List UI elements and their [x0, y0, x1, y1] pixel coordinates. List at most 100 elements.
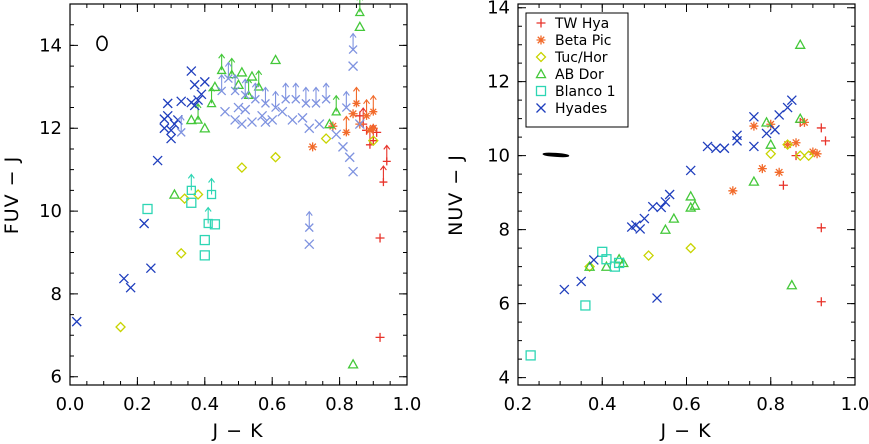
fuv-upper-limit-arrow: [177, 115, 185, 133]
nuv-data-point: [808, 147, 818, 157]
fuv-data-point: [189, 79, 200, 90]
fuv-data-point: [304, 239, 315, 250]
nuv-data-point: [664, 189, 675, 200]
nuv-data-point: [685, 190, 697, 201]
nuv-y-tick-label: 14: [487, 0, 510, 19]
fuv-data-point: [365, 125, 375, 135]
fuv-data-point: [145, 263, 156, 274]
fuv-data-point: [240, 104, 251, 115]
fuv-series-hyades-light-: [176, 32, 365, 250]
nuv-series-blanco-1: [525, 246, 625, 361]
fuv-data-point: [338, 141, 348, 152]
fuv-series-ab-dor: [168, 0, 366, 369]
legend-label: Hyades: [555, 101, 607, 117]
fuv-limit-point: [304, 223, 314, 233]
fuv-data-point: [115, 321, 126, 333]
fuv-error-ellipse: [96, 35, 108, 52]
legend-marker-ab-dor: [535, 68, 547, 79]
nuv-y-tick-label: 12: [487, 72, 510, 93]
fuv-upper-limit-arrow: [187, 173, 195, 191]
fuv-upper-limit-arrow: [204, 206, 212, 224]
nuv-data-point: [685, 242, 697, 254]
fuv-y-tick-label: 14: [39, 35, 62, 56]
fuv-limit-point: [240, 90, 250, 100]
fuv-limit-point: [331, 106, 342, 116]
nuv-data-point: [601, 254, 612, 265]
fuv-data-point: [166, 133, 177, 144]
nuv-data-point: [711, 143, 721, 154]
nuv-data-point: [685, 201, 697, 212]
fuv-data-point: [162, 110, 173, 121]
fuv-data-point: [166, 125, 177, 136]
fuv-data-point: [199, 250, 210, 261]
fuv-data-point: [246, 70, 258, 81]
fuv-data-point: [347, 358, 359, 369]
fuv-upper-limit-arrow: [342, 90, 350, 108]
fuv-data-point: [142, 203, 153, 215]
fuv-limit-point: [253, 81, 264, 91]
nuv-data-point: [719, 143, 730, 154]
fuv-data-point: [331, 129, 342, 140]
fuv-upper-limit-arrow: [305, 210, 313, 228]
nuv-data-point: [525, 350, 536, 361]
fuv-data-point: [260, 117, 271, 127]
fuv-data-point: [257, 110, 268, 121]
nuv-series-hyades: [559, 95, 797, 304]
fuv-limit-point: [369, 136, 378, 145]
fuv-ticks: 0.0 0.2 0.4 0.6 0.8 1.0 6 8 10 12 14: [39, 3, 421, 415]
fuv-plot-area: [71, 0, 391, 369]
fuv-y-tick-label: 10: [39, 201, 62, 222]
nuv-x-tick-label: 1.0: [841, 394, 869, 415]
fuv-data-point: [247, 117, 257, 127]
nuv-y-tick-label: 4: [499, 368, 510, 389]
fuv-x-tick-label: 0.2: [123, 394, 152, 415]
fuv-data-point: [152, 155, 163, 166]
nuv-error-ellipse: [542, 152, 570, 158]
fuv-data-point: [179, 193, 190, 205]
nuv-data-point: [765, 138, 777, 149]
fuv-y-tick-label: 12: [39, 118, 62, 139]
fuv-data-point: [323, 118, 336, 129]
fuv-upper-limit-arrow: [218, 74, 226, 91]
fuv-data-point: [320, 133, 332, 145]
nuv-data-point: [685, 165, 696, 176]
fuv-limit-point: [192, 114, 204, 124]
nuv-data-point: [580, 300, 591, 311]
fuv-upper-limit-arrow: [262, 86, 269, 104]
fuv-limit-point: [271, 103, 281, 112]
fuv-limit-point: [216, 64, 227, 75]
fuv-data-point: [196, 89, 207, 100]
nuv-x-tick-label: 0.6: [672, 394, 701, 415]
fuv-data-point: [267, 114, 278, 125]
nuv-y-tick-label: 8: [499, 220, 510, 241]
nuv-data-point: [812, 149, 822, 159]
fuv-limit-point: [206, 98, 217, 108]
fuv-upper-limit-arrow: [356, 0, 364, 13]
nuv-x-tick-label: 0.4: [588, 394, 617, 415]
fuv-data-point: [348, 109, 358, 119]
fuv-upper-limit-arrow: [292, 82, 300, 100]
fuv-upper-limit-arrow: [251, 82, 259, 100]
nuv-data-point: [794, 38, 806, 49]
nuv-data-point: [782, 139, 794, 150]
nuv-data-point: [659, 223, 672, 234]
nuv-data-point: [816, 223, 826, 233]
nuv-data-point: [761, 128, 772, 139]
fuv-data-point: [185, 114, 197, 125]
fuv-series-blanco-1: [142, 173, 221, 261]
fuv-upper-limit-arrow: [272, 90, 280, 108]
nuv-data-point: [728, 186, 738, 196]
nuv-data-point: [635, 223, 646, 234]
nuv-x-tick-label: 0.2: [504, 394, 533, 415]
nuv-plot-area: [525, 38, 831, 361]
fuv-limit-point: [369, 107, 378, 116]
fuv-data-point: [168, 188, 181, 199]
fuv-data-point: [162, 98, 173, 109]
fuv-upper-limit-arrow: [231, 74, 239, 91]
fuv-data-point: [159, 123, 170, 134]
fuv-limit-point: [261, 98, 270, 108]
nuv-data-point: [803, 150, 815, 162]
fuv-data-point: [209, 219, 221, 230]
fuv-limit-point: [362, 111, 371, 120]
nuv-data-point: [770, 124, 780, 135]
